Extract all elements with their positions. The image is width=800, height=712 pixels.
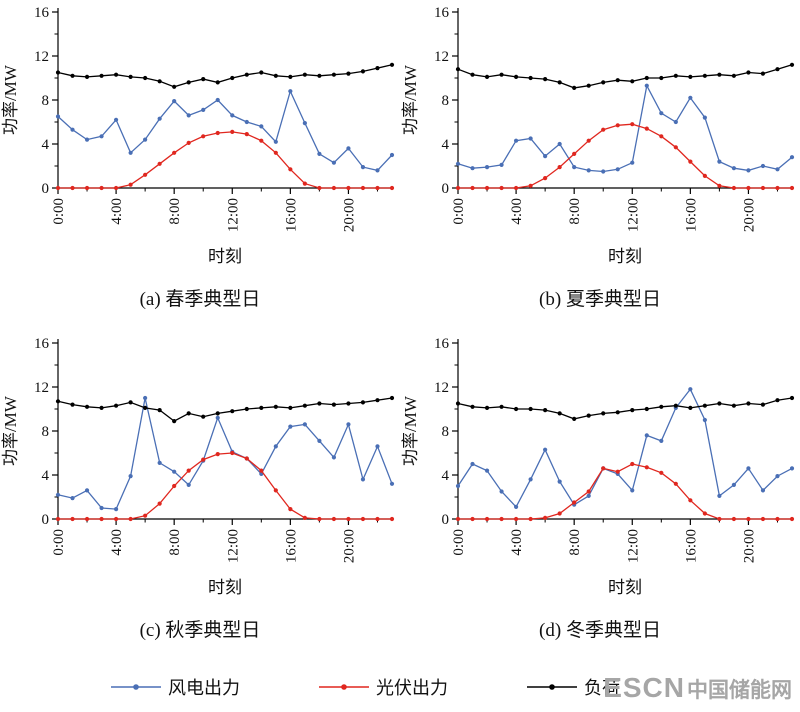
svg-text:功率/MW: 功率/MW xyxy=(1,395,20,466)
svg-text:16:00: 16:00 xyxy=(683,198,699,232)
svg-text:12: 12 xyxy=(34,49,49,65)
chart-caption-c: (c) 秋季典型日 xyxy=(139,620,261,641)
plot-spring: 0 4 8 12 16 0:00 4:00 8:00 12:00 16:00 20:00 功率/MW 时… xyxy=(1,5,395,266)
svg-text:16:00: 16:00 xyxy=(683,529,699,563)
svg-text:4: 4 xyxy=(42,137,50,153)
svg-text:8: 8 xyxy=(42,424,50,440)
svg-text:16: 16 xyxy=(34,5,50,21)
svg-text:4: 4 xyxy=(42,468,50,484)
svg-text:12: 12 xyxy=(34,380,49,396)
svg-text:功率/MW: 功率/MW xyxy=(401,64,420,135)
svg-text:0: 0 xyxy=(442,512,450,528)
chart-panel-d: 0 4 8 12 16 0:00 4:00 8:00 12:00 16:00 20:00 功率/MW 时… xyxy=(400,331,800,662)
watermark-cn-text: 中国储能网 xyxy=(687,679,792,702)
chart-panel-c: 0 4 8 12 16 0:00 4:00 8:00 12:00 16:00 20:00 功率/MW 时… xyxy=(0,331,400,662)
svg-text:功率/MW: 功率/MW xyxy=(401,395,420,466)
escn-watermark-logo: ESCN 中国储能网 xyxy=(603,672,792,704)
svg-text:8: 8 xyxy=(442,424,450,440)
wind-line-icon xyxy=(111,684,161,690)
svg-text:0:00: 0:00 xyxy=(451,529,467,556)
plot-summer: 0 4 8 12 16 0:00 4:00 8:00 12:00 16:00 20:00 功率/MW 时… xyxy=(401,5,795,266)
legend-item-wind: 风电出力 xyxy=(110,674,240,700)
charts-grid: 0 4 8 12 16 0:00 4:00 8:00 12:00 16:00 20:00 功率/MW 时… xyxy=(0,0,800,662)
svg-text:0: 0 xyxy=(42,512,50,528)
svg-text:20:00: 20:00 xyxy=(341,529,357,563)
svg-text:12: 12 xyxy=(434,380,449,396)
svg-text:16: 16 xyxy=(434,336,450,352)
legend-item-pv: 光伏出力 xyxy=(318,674,448,700)
chart-caption-b: (b) 夏季典型日 xyxy=(539,289,661,310)
svg-text:8: 8 xyxy=(442,93,450,109)
legend-label-pv: 光伏出力 xyxy=(376,678,448,698)
svg-text:8:00: 8:00 xyxy=(167,529,183,556)
svg-text:8:00: 8:00 xyxy=(567,198,583,225)
svg-text:12:00: 12:00 xyxy=(625,198,641,232)
watermark-en-text: ESCN xyxy=(603,672,685,703)
legend-label-wind: 风电出力 xyxy=(168,678,240,698)
svg-text:20:00: 20:00 xyxy=(741,198,757,232)
plot-autumn: 0 4 8 12 16 0:00 4:00 8:00 12:00 16:00 20:00 功率/MW 时… xyxy=(1,336,395,597)
svg-text:时刻: 时刻 xyxy=(608,578,642,597)
svg-text:8:00: 8:00 xyxy=(567,529,583,556)
svg-text:4:00: 4:00 xyxy=(509,529,525,556)
svg-text:4: 4 xyxy=(442,468,450,484)
svg-text:20:00: 20:00 xyxy=(341,198,357,232)
svg-text:8: 8 xyxy=(42,93,50,109)
legend-label-load: 负荷 xyxy=(584,678,620,698)
svg-text:12:00: 12:00 xyxy=(225,198,241,232)
svg-text:12:00: 12:00 xyxy=(625,529,641,563)
chart-caption-a: (a) 春季典型日 xyxy=(139,289,261,310)
svg-text:8:00: 8:00 xyxy=(167,198,183,225)
svg-text:16: 16 xyxy=(434,5,450,21)
legend-item-load: 负荷 xyxy=(526,674,620,700)
svg-text:4:00: 4:00 xyxy=(109,198,125,225)
chart-panel-a: 0 4 8 12 16 0:00 4:00 8:00 12:00 16:00 20:00 功率/MW 时… xyxy=(0,0,400,331)
svg-text:16:00: 16:00 xyxy=(283,198,299,232)
svg-text:时刻: 时刻 xyxy=(208,247,242,266)
plot-winter: 0 4 8 12 16 0:00 4:00 8:00 12:00 16:00 20:00 功率/MW 时… xyxy=(401,336,795,597)
chart-caption-d: (d) 冬季典型日 xyxy=(539,620,661,641)
load-line-icon xyxy=(527,684,577,690)
svg-text:0:00: 0:00 xyxy=(51,198,67,225)
svg-text:12: 12 xyxy=(434,49,449,65)
svg-text:16:00: 16:00 xyxy=(283,529,299,563)
svg-text:0:00: 0:00 xyxy=(451,198,467,225)
legend-row: 风电出力 光伏出力 负荷 ESCN 中国储能网 xyxy=(0,662,800,712)
svg-text:12:00: 12:00 xyxy=(225,529,241,563)
svg-text:4:00: 4:00 xyxy=(109,529,125,556)
svg-text:0:00: 0:00 xyxy=(51,529,67,556)
svg-text:4:00: 4:00 xyxy=(509,198,525,225)
svg-text:时刻: 时刻 xyxy=(208,578,242,597)
svg-text:0: 0 xyxy=(42,181,50,197)
chart-panel-b: 0 4 8 12 16 0:00 4:00 8:00 12:00 16:00 20:00 功率/MW 时… xyxy=(400,0,800,331)
svg-text:20:00: 20:00 xyxy=(741,529,757,563)
svg-text:功率/MW: 功率/MW xyxy=(1,64,20,135)
svg-text:16: 16 xyxy=(34,336,50,352)
svg-text:时刻: 时刻 xyxy=(608,247,642,266)
svg-text:0: 0 xyxy=(442,181,450,197)
svg-text:4: 4 xyxy=(442,137,450,153)
pv-line-icon xyxy=(319,684,369,690)
